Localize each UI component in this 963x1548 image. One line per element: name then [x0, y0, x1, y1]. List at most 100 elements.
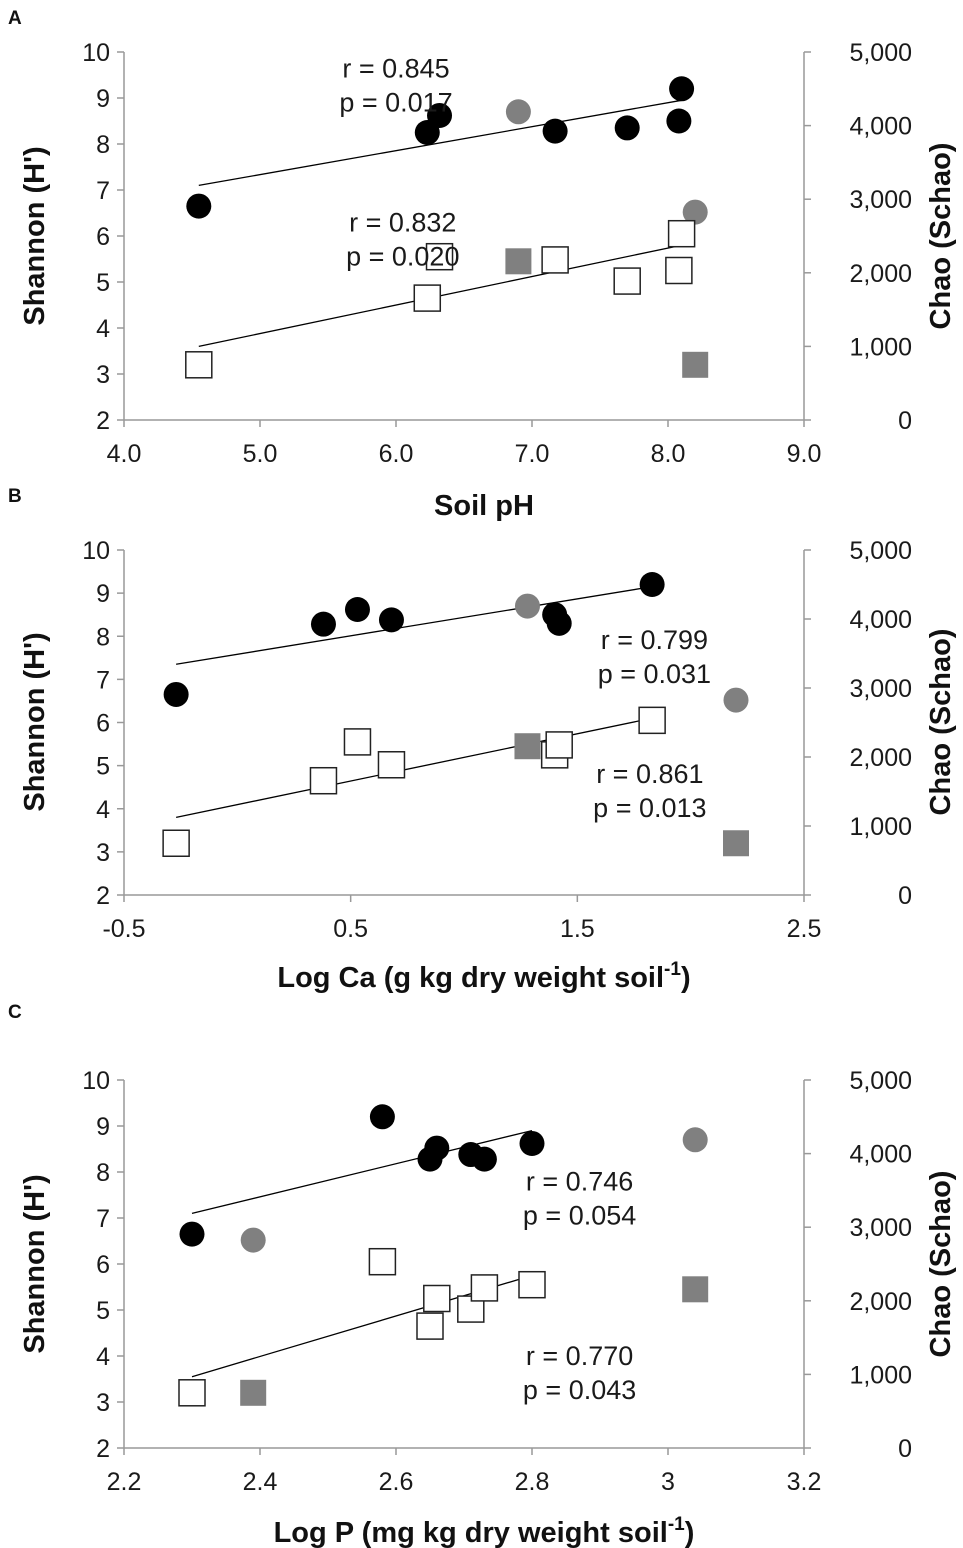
x-axis-label: Log P (mg kg dry weight soil-1): [274, 1514, 695, 1548]
correlation-r: r = 0.799: [601, 625, 708, 655]
gray-square-point: [723, 830, 749, 857]
open-square-point: [162, 829, 190, 857]
panel-b: B 2 3 4 5 6 7 8 9 10 0 1,000 2,000 3,000 4,000 5,000 -0.…: [8, 486, 957, 994]
y-left-tick-label: 9: [96, 580, 110, 608]
open-square-point: [518, 1270, 546, 1299]
gray-square-point: [682, 1276, 709, 1303]
open-square-point: [416, 1312, 444, 1340]
correlation-r: r = 0.845: [342, 53, 449, 83]
open-square-point: [185, 351, 213, 379]
panel-letter: A: [8, 8, 22, 29]
correlation-r: r = 0.861: [596, 759, 703, 789]
y-left-tick-label: 2: [96, 882, 110, 910]
y-right-tick-label: 5,000: [849, 39, 912, 67]
open-square-point: [368, 1247, 397, 1276]
gray-circle-point: [514, 593, 540, 619]
black-circle-point: [378, 607, 404, 633]
open-square-point: [545, 731, 573, 759]
black-circle-point: [310, 611, 336, 637]
correlation-p: p = 0.013: [593, 793, 706, 823]
y-right-tick-label: 0: [898, 407, 912, 435]
gray-circle-point: [682, 199, 708, 225]
correlation-r: r = 0.770: [526, 1341, 633, 1371]
correlation-p: p = 0.043: [523, 1375, 636, 1405]
y-left-tick-label: 7: [96, 1205, 110, 1233]
black-circle-point: [163, 681, 189, 707]
y-right-tick-label: 1,000: [849, 813, 912, 841]
y-left-tick-label: 3: [96, 1389, 110, 1417]
trendline-1: [198, 99, 682, 187]
panel-a: A 2 3 4 5 6 7 8 9 10 0 1,000 2,000 3,000 4,000 5,000 4.0…: [8, 8, 957, 522]
x-tick-label: 7.0: [515, 440, 550, 468]
x-tick-label: 2.8: [515, 1468, 550, 1496]
y-left-tick-label: 9: [96, 85, 110, 113]
y-left-tick-label: 8: [96, 131, 110, 159]
correlation-p: p = 0.054: [523, 1200, 636, 1230]
y-right-tick-label: 4,000: [849, 1141, 912, 1169]
y-left-tick-label: 5: [96, 753, 110, 781]
x-tick-label: 4.0: [107, 440, 142, 468]
gray-square-point: [240, 1379, 267, 1406]
y-left-tick-label: 7: [96, 666, 110, 694]
panel-letter: B: [8, 486, 22, 507]
correlation-p: p = 0.017: [339, 87, 452, 117]
gray-square-point: [505, 248, 532, 275]
black-circle-point: [669, 76, 695, 102]
panel-letter: C: [8, 1002, 22, 1023]
y-left-tick-label: 6: [96, 710, 110, 738]
x-axis-label-main: Soil pH: [434, 490, 534, 522]
open-square-point: [413, 284, 442, 312]
x-axis-label-tail: ): [681, 962, 691, 994]
x-axis-label-main: Log P (mg kg dry weight soil: [274, 1517, 668, 1548]
trendline-2: [176, 717, 653, 819]
y-axis-left-label: Shannon (H'): [19, 146, 51, 325]
y-right-tick-label: 5,000: [849, 537, 912, 565]
black-circle-point: [344, 597, 370, 623]
x-axis-label-sup: -1: [664, 959, 681, 980]
x-tick-label: 3: [661, 1468, 675, 1496]
correlation-p: p = 0.020: [346, 241, 459, 271]
black-circle-point: [542, 118, 568, 144]
open-square-point: [423, 1284, 451, 1313]
x-axis-label-tail: ): [685, 1517, 695, 1548]
x-axis-label-sup: -1: [668, 1514, 685, 1535]
black-circle-point: [639, 572, 665, 597]
open-square-point: [665, 256, 693, 285]
correlation-r: r = 0.746: [526, 1166, 633, 1196]
x-axis-label-main: Log Ca (g kg dry weight soil: [277, 962, 664, 994]
open-square-point: [470, 1274, 499, 1302]
open-square-point: [343, 728, 372, 756]
black-circle-point: [186, 193, 212, 219]
y-left-tick-label: 3: [96, 361, 110, 389]
black-circle-point: [427, 102, 453, 128]
y-right-tick-label: 1,000: [849, 1361, 912, 1389]
correlation-r: r = 0.832: [349, 207, 456, 237]
x-axis-label: Soil pH: [434, 490, 534, 522]
gray-square-point: [514, 733, 541, 760]
y-left-tick-label: 6: [96, 223, 110, 251]
open-square-point: [667, 219, 696, 248]
black-circle-point: [546, 610, 572, 636]
black-circle-point: [666, 108, 692, 134]
trendline-1: [176, 586, 653, 665]
y-left-tick-label: 8: [96, 1159, 110, 1187]
open-square-point: [541, 246, 569, 274]
y-axis-right-label: Chao (Schao): [925, 629, 957, 816]
x-axis-label: Log Ca (g kg dry weight soil-1): [277, 959, 690, 994]
x-tick-label: 1.5: [560, 915, 595, 943]
y-axis-left-label: Shannon (H'): [19, 632, 51, 811]
x-tick-label: 9.0: [787, 440, 822, 468]
y-right-tick-label: 1,000: [849, 333, 912, 361]
y-left-tick-label: 3: [96, 839, 110, 867]
y-axis-right-label: Chao (Schao): [925, 1171, 957, 1358]
y-left-tick-label: 5: [96, 1297, 110, 1325]
x-tick-label: 5.0: [243, 440, 278, 468]
y-right-tick-label: 4,000: [849, 606, 912, 634]
y-right-tick-label: 2,000: [849, 1288, 912, 1316]
y-left-tick-label: 9: [96, 1113, 110, 1141]
y-left-tick-label: 10: [82, 537, 110, 565]
y-left-tick-label: 8: [96, 623, 110, 651]
x-tick-label: 6.0: [379, 440, 414, 468]
open-square-point: [613, 267, 641, 295]
y-axis-right-label: Chao (Schao): [925, 143, 957, 330]
